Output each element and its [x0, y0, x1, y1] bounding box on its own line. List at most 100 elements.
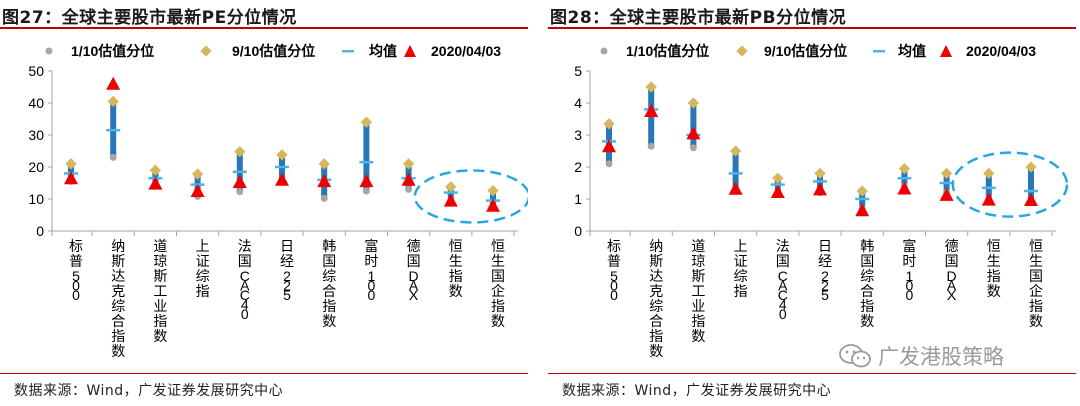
x-category-label: 上证综指	[196, 238, 210, 299]
y-tick-label: 0	[36, 223, 44, 239]
current-marker	[770, 184, 785, 198]
x-category-label: 富时 1 0 0	[364, 238, 378, 303]
pb-chart: 1/10估值分位 9/10估值分位 均值 2020/04/03 0 1 2 3 4 5 标普 5 0 0 纳…	[574, 43, 1069, 359]
x-category-label: 恒生国企指数	[1029, 238, 1043, 329]
legend-current-marker	[404, 45, 416, 57]
min-marker	[605, 160, 613, 168]
max-marker	[898, 162, 911, 175]
x-category-label: 道琼斯工业指数	[691, 238, 705, 344]
legend-max-marker	[200, 45, 212, 57]
x-category-label: 法国 C A C 4 0	[776, 238, 790, 322]
y-tick-label: 1	[574, 191, 582, 207]
legend-max-marker	[736, 45, 748, 57]
max-marker	[318, 158, 330, 170]
legend-mean-marker	[873, 50, 885, 53]
x-category-label: 标普 5 0 0	[69, 238, 83, 303]
min-marker	[320, 194, 328, 202]
chart-title: 图27：全球主要股市最新PE分位情况	[2, 8, 297, 28]
max-marker	[234, 145, 246, 158]
max-marker	[445, 181, 457, 193]
legend-max-label: 9/10估值分位	[764, 43, 847, 59]
legend-min-marker	[45, 47, 53, 55]
legend-min-label: 1/10估值分位	[626, 43, 709, 59]
y-tick-label: 3	[574, 127, 582, 143]
y-tick-label: 0	[574, 223, 582, 239]
current-marker	[813, 182, 827, 196]
max-marker	[276, 149, 288, 161]
current-marker	[401, 172, 416, 186]
x-category-label: 法国 C A C 4 0	[238, 238, 252, 322]
x-category-label: 韩国综合指数	[322, 238, 336, 329]
y-tick-label: 20	[28, 159, 44, 175]
title-rule	[548, 27, 1076, 29]
current-marker	[232, 175, 247, 189]
highlight-circle	[413, 169, 528, 224]
y-tick-label: 5	[574, 63, 582, 79]
current-marker	[148, 176, 163, 190]
min-marker	[647, 142, 655, 150]
current-marker	[64, 171, 78, 185]
x-category-label: 恒生指数	[987, 238, 1001, 299]
current-marker	[602, 139, 616, 153]
x-category-label: 恒生国企指数	[491, 238, 505, 329]
min-marker	[109, 153, 117, 161]
current-marker	[486, 198, 500, 212]
legend-current-marker	[940, 45, 952, 57]
pe-chart: 1/10估值分位 9/10估值分位 均值 2020/04/03 0 10 20 30 40 50 标…	[28, 43, 528, 359]
x-category-label: 道琼斯工业指数	[153, 238, 167, 344]
y-tick-label: 2	[574, 159, 582, 175]
max-marker	[107, 95, 119, 108]
legend-max-label: 9/10估值分位	[232, 43, 315, 59]
source-note: 数据来源：Wind，广发证券发展研究中心	[562, 383, 832, 399]
max-marker	[772, 172, 784, 184]
max-marker	[814, 167, 826, 180]
x-category-label: 德国 D A X	[945, 238, 959, 303]
max-marker	[603, 118, 615, 130]
watermark-text: 广发港股策略	[878, 345, 1004, 369]
x-category-label: 恒生指数	[449, 238, 463, 299]
current-marker	[190, 184, 205, 197]
y-tick-label: 30	[28, 127, 44, 143]
legend-min-marker	[600, 47, 608, 55]
current-marker	[317, 174, 332, 188]
current-marker	[855, 203, 870, 217]
current-marker	[981, 192, 996, 206]
max-marker	[856, 185, 868, 197]
current-marker	[275, 172, 289, 186]
max-marker	[65, 158, 77, 170]
current-marker	[359, 174, 374, 188]
legend-current-label: 2020/04/03	[966, 43, 1036, 59]
x-category-label: 韩国综合指数	[860, 238, 874, 329]
legend-min-label: 1/10估值分位	[71, 43, 154, 59]
y-tick-label: 50	[28, 63, 44, 79]
current-marker	[443, 193, 458, 207]
chart-title: 图28：全球主要股市最新PB分位情况	[550, 8, 847, 28]
title-rule	[0, 27, 528, 29]
y-tick-label: 4	[574, 95, 582, 111]
min-marker	[689, 144, 697, 152]
max-marker	[1025, 161, 1037, 173]
max-marker	[729, 145, 742, 157]
min-marker	[236, 188, 244, 196]
y-tick-label: 40	[28, 95, 44, 111]
pb-chart-panel: 图28：全球主要股市最新PB分位情况 1/10估值分位 9/10估值分位 均值 202…	[548, 0, 1076, 406]
max-marker	[402, 158, 415, 170]
source-rule	[548, 373, 1076, 374]
source-note: 数据来源：Wind，广发证券发展研究中心	[14, 383, 284, 399]
min-marker	[405, 185, 413, 193]
current-marker	[939, 187, 954, 201]
x-category-label: 日经 2 2 5	[818, 238, 832, 303]
current-marker	[644, 104, 659, 117]
x-category-label: 纳斯达克综合指数	[649, 238, 663, 359]
highlight-circle	[951, 151, 1069, 218]
min-marker	[362, 187, 370, 195]
max-marker	[191, 168, 204, 180]
legend-mean-marker	[342, 50, 354, 53]
max-marker	[645, 81, 657, 93]
max-marker	[940, 167, 953, 180]
max-marker	[360, 116, 373, 128]
wechat-icon	[839, 344, 871, 368]
y-tick-label: 10	[28, 191, 44, 207]
max-marker	[149, 164, 162, 176]
source-rule	[0, 373, 528, 374]
